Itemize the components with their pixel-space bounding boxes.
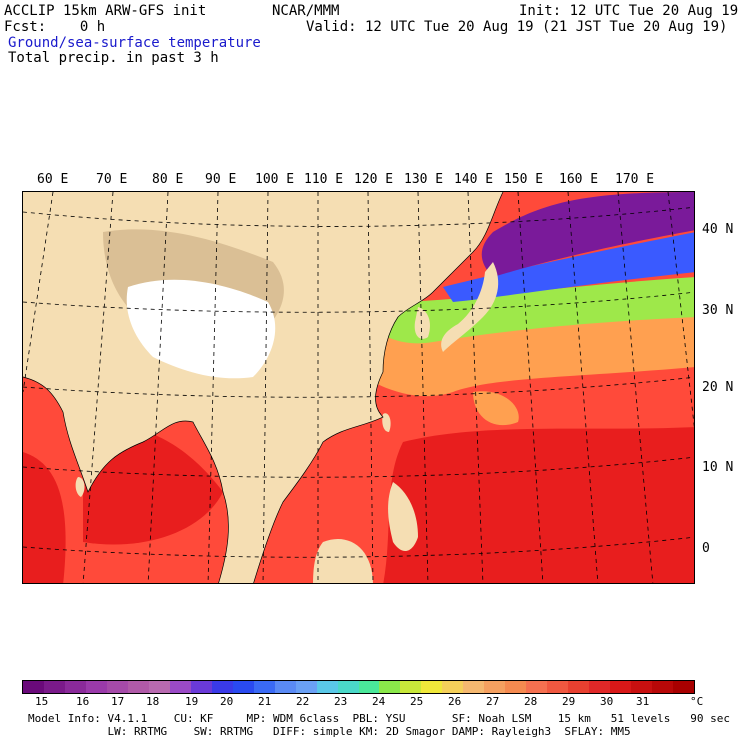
colorbar-tick: 22 <box>296 695 310 708</box>
colorbar-tick: 28 <box>524 695 538 708</box>
colorbar-swatch <box>127 681 149 693</box>
colorbar-swatch <box>106 681 128 693</box>
colorbar-swatch <box>421 681 443 693</box>
land-taiwan <box>382 413 391 432</box>
colorbar-swatch <box>190 681 212 693</box>
colorbar-tick: 15 <box>35 695 49 708</box>
colorbar-tick: 19 <box>185 695 199 708</box>
map-panel <box>22 191 695 584</box>
colorbar-swatch <box>43 681 65 693</box>
lat-label: 40 N <box>702 222 734 237</box>
colorbar-swatch <box>547 681 569 693</box>
hot-sea-arabian <box>23 452 66 583</box>
colorbar-tick: 16 <box>76 695 90 708</box>
colorbar-swatch <box>442 681 464 693</box>
coastline <box>23 192 504 583</box>
colorbar-swatch <box>295 681 317 693</box>
colorbar-tick: 31 <box>636 695 650 708</box>
colorbar-swatch <box>463 681 485 693</box>
colorbar-swatch <box>64 681 86 693</box>
lon-label: 170 E <box>615 172 655 187</box>
coldest-sea <box>481 192 694 277</box>
colorbar-swatch <box>400 681 422 693</box>
lon-label: 70 E <box>96 172 128 187</box>
lat-label: 10 N <box>702 460 734 475</box>
colorbar-tick: 29 <box>562 695 576 708</box>
plateau-snow <box>126 279 276 379</box>
colorbar-swatch <box>253 681 275 693</box>
cold-sea-band <box>443 232 694 302</box>
lon-label: 150 E <box>504 172 544 187</box>
land-borneo <box>313 538 373 583</box>
land-japan <box>441 262 499 352</box>
colorbar-swatch <box>589 681 611 693</box>
colorbar-swatch <box>148 681 170 693</box>
colorbar-unit: °C <box>690 695 704 708</box>
colorbar <box>22 680 695 694</box>
colorbar-tick: 18 <box>146 695 160 708</box>
colorbar-swatch <box>169 681 191 693</box>
lon-label: 160 E <box>559 172 599 187</box>
mild-sea-patch <box>473 391 519 426</box>
colorbar-tick: 17 <box>111 695 125 708</box>
colorbar-tick: 27 <box>486 695 500 708</box>
colorbar-swatch <box>358 681 380 693</box>
colorbar-swatch <box>673 681 694 693</box>
model-info-line1: Model Info: V4.1.1 CU: KF MP: WDM 6class… <box>28 712 730 725</box>
colorbar-swatch <box>568 681 590 693</box>
colorbar-tick: 20 <box>220 695 234 708</box>
colorbar-swatch <box>484 681 506 693</box>
land-sri-lanka <box>75 477 85 497</box>
colorbar-swatch <box>337 681 359 693</box>
colorbar-tick: 30 <box>600 695 614 708</box>
land-philippines <box>388 482 418 552</box>
colorbar-swatch <box>652 681 674 693</box>
field-name-precip: Total precip. in past 3 h <box>8 50 219 66</box>
lat-label: 20 N <box>702 380 734 395</box>
colorbar-tick: 25 <box>410 695 424 708</box>
lon-label: 80 E <box>152 172 184 187</box>
lon-label: 120 E <box>354 172 394 187</box>
colorbar-swatch <box>274 681 296 693</box>
colorbar-tick: 21 <box>258 695 272 708</box>
colorbar-tick: 24 <box>372 695 386 708</box>
producer-label: NCAR/MMM <box>272 3 340 19</box>
colorbar-tick: 26 <box>448 695 462 708</box>
colorbar-swatch <box>526 681 548 693</box>
colorbar-swatch <box>316 681 338 693</box>
land-korea <box>414 307 430 339</box>
model-title: ACCLIP 15km ARW-GFS init <box>4 3 207 19</box>
hot-sea-bay-of-bengal <box>83 426 223 545</box>
colorbar-swatch <box>631 681 653 693</box>
lat-label: 0 <box>702 541 710 556</box>
lon-label: 130 E <box>404 172 444 187</box>
lat-label: 30 N <box>702 303 734 318</box>
colorbar-tick: 23 <box>334 695 348 708</box>
colorbar-swatch <box>379 681 401 693</box>
forecast-hour: Fcst: 0 h <box>4 19 106 35</box>
lon-label: 90 E <box>205 172 237 187</box>
colorbar-swatch <box>232 681 254 693</box>
lon-label: 140 E <box>454 172 494 187</box>
model-info-line2: LW: RRTMG SW: RRTMG DIFF: simple KM: 2D … <box>28 725 631 738</box>
colorbar-swatch <box>85 681 107 693</box>
lon-label: 100 E <box>255 172 295 187</box>
colorbar-swatch <box>211 681 233 693</box>
valid-time: Valid: 12 UTC Tue 20 Aug 19 (21 JST Tue … <box>306 19 728 35</box>
colorbar-swatch <box>610 681 632 693</box>
cool-sea-band <box>373 277 694 344</box>
lon-label: 110 E <box>304 172 344 187</box>
hot-sea-pacific <box>383 427 694 583</box>
lon-label: 60 E <box>37 172 69 187</box>
land-hainan <box>296 441 308 457</box>
colorbar-swatch <box>505 681 527 693</box>
graticule <box>23 192 694 583</box>
map-canvas <box>23 192 694 583</box>
field-name-temperature: Ground/sea-surface temperature <box>8 35 261 51</box>
colorbar-swatch <box>23 681 44 693</box>
init-time: Init: 12 UTC Tue 20 Aug 19 <box>519 3 739 19</box>
